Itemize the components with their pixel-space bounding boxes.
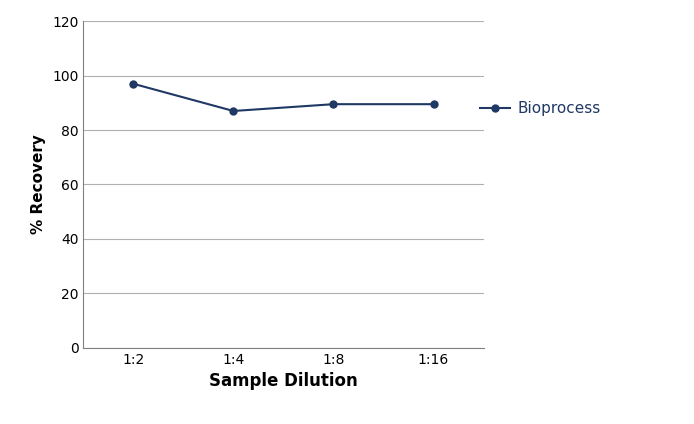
Bioprocess	[229, 109, 237, 114]
X-axis label: Sample Dilution: Sample Dilution	[209, 372, 358, 390]
Bioprocess	[330, 102, 338, 107]
Bioprocess	[430, 102, 438, 107]
Line: Bioprocess: Bioprocess	[130, 80, 437, 114]
Bioprocess	[129, 81, 137, 86]
Y-axis label: % Recovery: % Recovery	[31, 134, 46, 234]
Legend: Bioprocess: Bioprocess	[480, 101, 601, 116]
